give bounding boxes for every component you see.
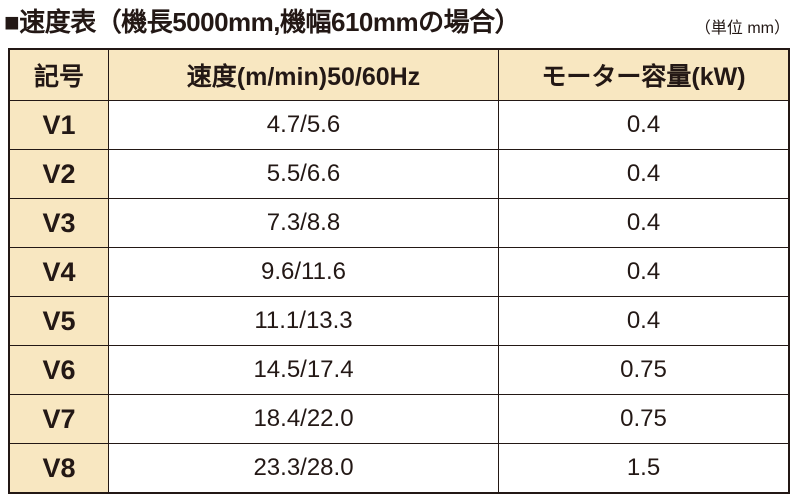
cell: 0.4 <box>498 296 790 346</box>
table-row: V8 23.3/28.0 1.5 <box>8 443 790 494</box>
cell: 0.4 <box>498 149 790 199</box>
cell: 1.5 <box>498 443 790 494</box>
cell: 0.4 <box>498 198 790 248</box>
cell: 0.4 <box>498 100 790 150</box>
table-row: V4 9.6/11.6 0.4 <box>8 247 790 297</box>
speed-table: 記号 速度(m/min)50/60Hz モーター容量(kW) V1 4.7/5.6 0.… <box>8 48 790 494</box>
row-key: V4 <box>8 247 109 297</box>
cell: 11.1/13.3 <box>108 296 499 346</box>
title: ■速度表（機長5000mm,機幅610mmの場合） <box>4 7 521 37</box>
row-key: V5 <box>8 296 109 346</box>
unit-note: （単位 mm） <box>694 20 790 37</box>
cell: 7.3/8.8 <box>108 198 499 248</box>
row-key: V6 <box>8 345 109 395</box>
cell: 18.4/22.0 <box>108 394 499 444</box>
table-row: V3 7.3/8.8 0.4 <box>8 198 790 248</box>
row-key: V8 <box>8 443 109 494</box>
row-key: V7 <box>8 394 109 444</box>
table-row: V7 18.4/22.0 0.75 <box>8 394 790 444</box>
table-row: V2 5.5/6.6 0.4 <box>8 149 790 199</box>
cell: 23.3/28.0 <box>108 443 499 494</box>
cell: 4.7/5.6 <box>108 100 499 150</box>
row-key: V1 <box>8 100 109 150</box>
cell: 9.6/11.6 <box>108 247 499 297</box>
column-header: 速度(m/min)50/60Hz <box>108 48 499 101</box>
header-row: 記号 速度(m/min)50/60Hz モーター容量(kW) <box>8 48 790 101</box>
row-key: V2 <box>8 149 109 199</box>
cell: 0.4 <box>498 247 790 297</box>
cell: 5.5/6.6 <box>108 149 499 199</box>
column-header: モーター容量(kW) <box>498 48 790 101</box>
cell: 0.75 <box>498 394 790 444</box>
column-header: 記号 <box>8 48 109 101</box>
table-row: V5 11.1/13.3 0.4 <box>8 296 790 346</box>
row-key: V3 <box>8 198 109 248</box>
cell: 14.5/17.4 <box>108 345 499 395</box>
table-row: V1 4.7/5.6 0.4 <box>8 100 790 150</box>
table-row: V6 14.5/17.4 0.75 <box>8 345 790 395</box>
cell: 0.75 <box>498 345 790 395</box>
table-body: V1 4.7/5.6 0.4 V2 5.5/6.6 0.4 V3 7.3/8.8 0.4 V4 9.… <box>8 100 790 494</box>
